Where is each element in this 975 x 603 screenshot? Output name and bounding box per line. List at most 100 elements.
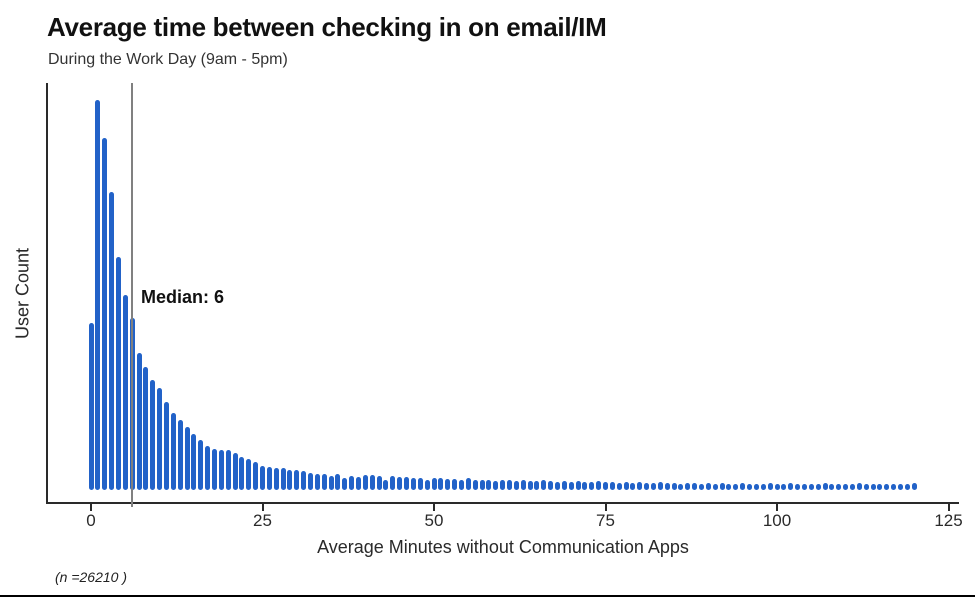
bar	[424, 480, 430, 490]
bar	[911, 483, 917, 490]
bar	[527, 481, 533, 490]
bar	[102, 138, 108, 490]
bar	[541, 480, 547, 490]
bar	[774, 484, 780, 490]
bar	[88, 323, 94, 490]
bar	[513, 481, 519, 490]
chart-title: Average time between checking in on emai…	[47, 12, 607, 42]
bar	[767, 483, 773, 490]
bar	[122, 295, 128, 490]
bar	[781, 484, 787, 490]
bar	[239, 457, 245, 490]
x-tick	[776, 504, 778, 511]
x-axis-title: Average Minutes without Communication Ap…	[317, 537, 689, 557]
bar	[397, 477, 403, 490]
bar	[561, 481, 567, 490]
y-axis-title: User Count	[12, 247, 33, 340]
bar	[644, 483, 650, 490]
median-reference-line	[131, 83, 133, 507]
bar	[801, 484, 807, 490]
bar	[383, 480, 389, 490]
bar	[747, 484, 753, 490]
bar	[246, 459, 252, 490]
bar	[184, 427, 190, 490]
bar	[856, 483, 862, 490]
x-tick	[261, 504, 264, 511]
bar	[534, 481, 540, 490]
bar	[692, 483, 698, 490]
bar	[205, 446, 211, 490]
bar	[685, 483, 691, 490]
bar	[630, 483, 636, 490]
bar	[349, 476, 355, 490]
bar	[589, 482, 595, 490]
bar	[603, 482, 608, 490]
x-tick-label: 50	[424, 511, 444, 530]
x-tick-label: 100	[762, 511, 792, 530]
bar	[280, 468, 286, 490]
bar	[849, 484, 855, 490]
bar	[664, 483, 670, 490]
bar	[657, 482, 663, 490]
bar	[170, 413, 176, 490]
bar	[376, 476, 382, 490]
bar	[891, 484, 897, 490]
bar	[788, 483, 794, 490]
bar	[253, 462, 259, 490]
bar	[554, 482, 560, 490]
bar	[548, 481, 554, 490]
bar	[465, 478, 471, 490]
bar	[211, 449, 217, 490]
bar	[719, 483, 725, 490]
bar	[445, 479, 451, 490]
bar	[671, 483, 677, 490]
bar	[314, 474, 320, 490]
bar	[95, 100, 101, 490]
bar	[822, 483, 828, 490]
bar	[637, 482, 643, 490]
bar	[472, 480, 478, 490]
bar	[308, 473, 314, 490]
bar	[431, 478, 437, 490]
bar	[342, 478, 348, 490]
sample-size-note: (n =26210 )	[55, 569, 127, 585]
bar	[884, 484, 890, 490]
bar	[232, 453, 238, 490]
x-tick	[947, 504, 950, 511]
bar	[301, 471, 307, 490]
bar	[582, 482, 588, 490]
bar	[596, 481, 602, 490]
bar	[486, 480, 492, 490]
bar	[904, 484, 910, 490]
bar	[260, 466, 265, 490]
bar	[328, 476, 334, 490]
bar	[115, 257, 121, 490]
bar	[575, 481, 581, 490]
bar	[218, 450, 224, 490]
bar	[740, 483, 746, 490]
bar	[651, 483, 657, 490]
bar	[335, 474, 341, 490]
bar	[273, 468, 279, 490]
bar	[836, 484, 842, 490]
bar	[829, 484, 835, 490]
bar	[726, 484, 732, 490]
bar	[177, 420, 183, 490]
x-tick-label: 25	[253, 511, 272, 530]
median-annotation-label: Median: 6	[141, 287, 225, 307]
bar	[568, 482, 574, 490]
bar	[458, 480, 464, 490]
bar	[321, 474, 327, 490]
bar	[143, 367, 149, 490]
bar	[500, 480, 506, 490]
bar	[795, 484, 801, 490]
bar	[815, 484, 821, 490]
bar	[699, 484, 705, 490]
x-tick	[604, 504, 607, 511]
bar	[760, 484, 766, 490]
bar	[150, 380, 156, 490]
bar	[870, 484, 876, 490]
bar	[616, 483, 622, 490]
bar	[753, 484, 759, 490]
bar	[356, 477, 362, 490]
